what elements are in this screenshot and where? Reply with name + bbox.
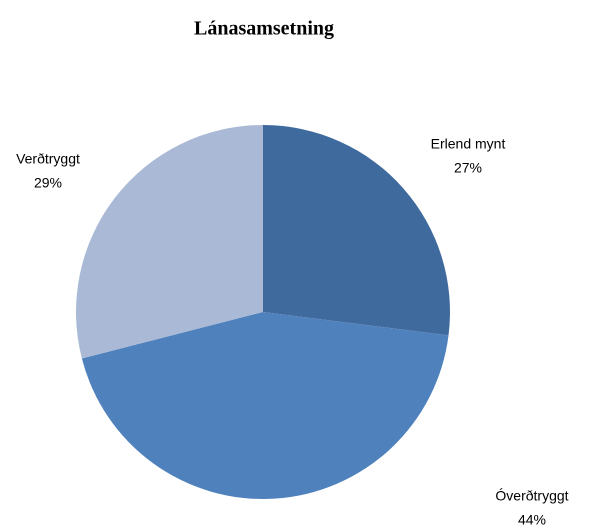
- slice-label: Erlend mynt: [431, 136, 506, 152]
- chart-title: Lánasamsetning: [194, 18, 334, 40]
- pie-slice: [76, 125, 263, 359]
- slice-value-label: 29%: [34, 175, 62, 191]
- slice-value-label: 44%: [518, 512, 546, 527]
- pie-slice: [263, 125, 450, 336]
- slice-label: Óverðtryggt: [495, 488, 568, 504]
- slice-label: Verðtryggt: [16, 151, 80, 167]
- slice-value-label: 27%: [454, 160, 482, 176]
- pie-slice: [81, 312, 449, 500]
